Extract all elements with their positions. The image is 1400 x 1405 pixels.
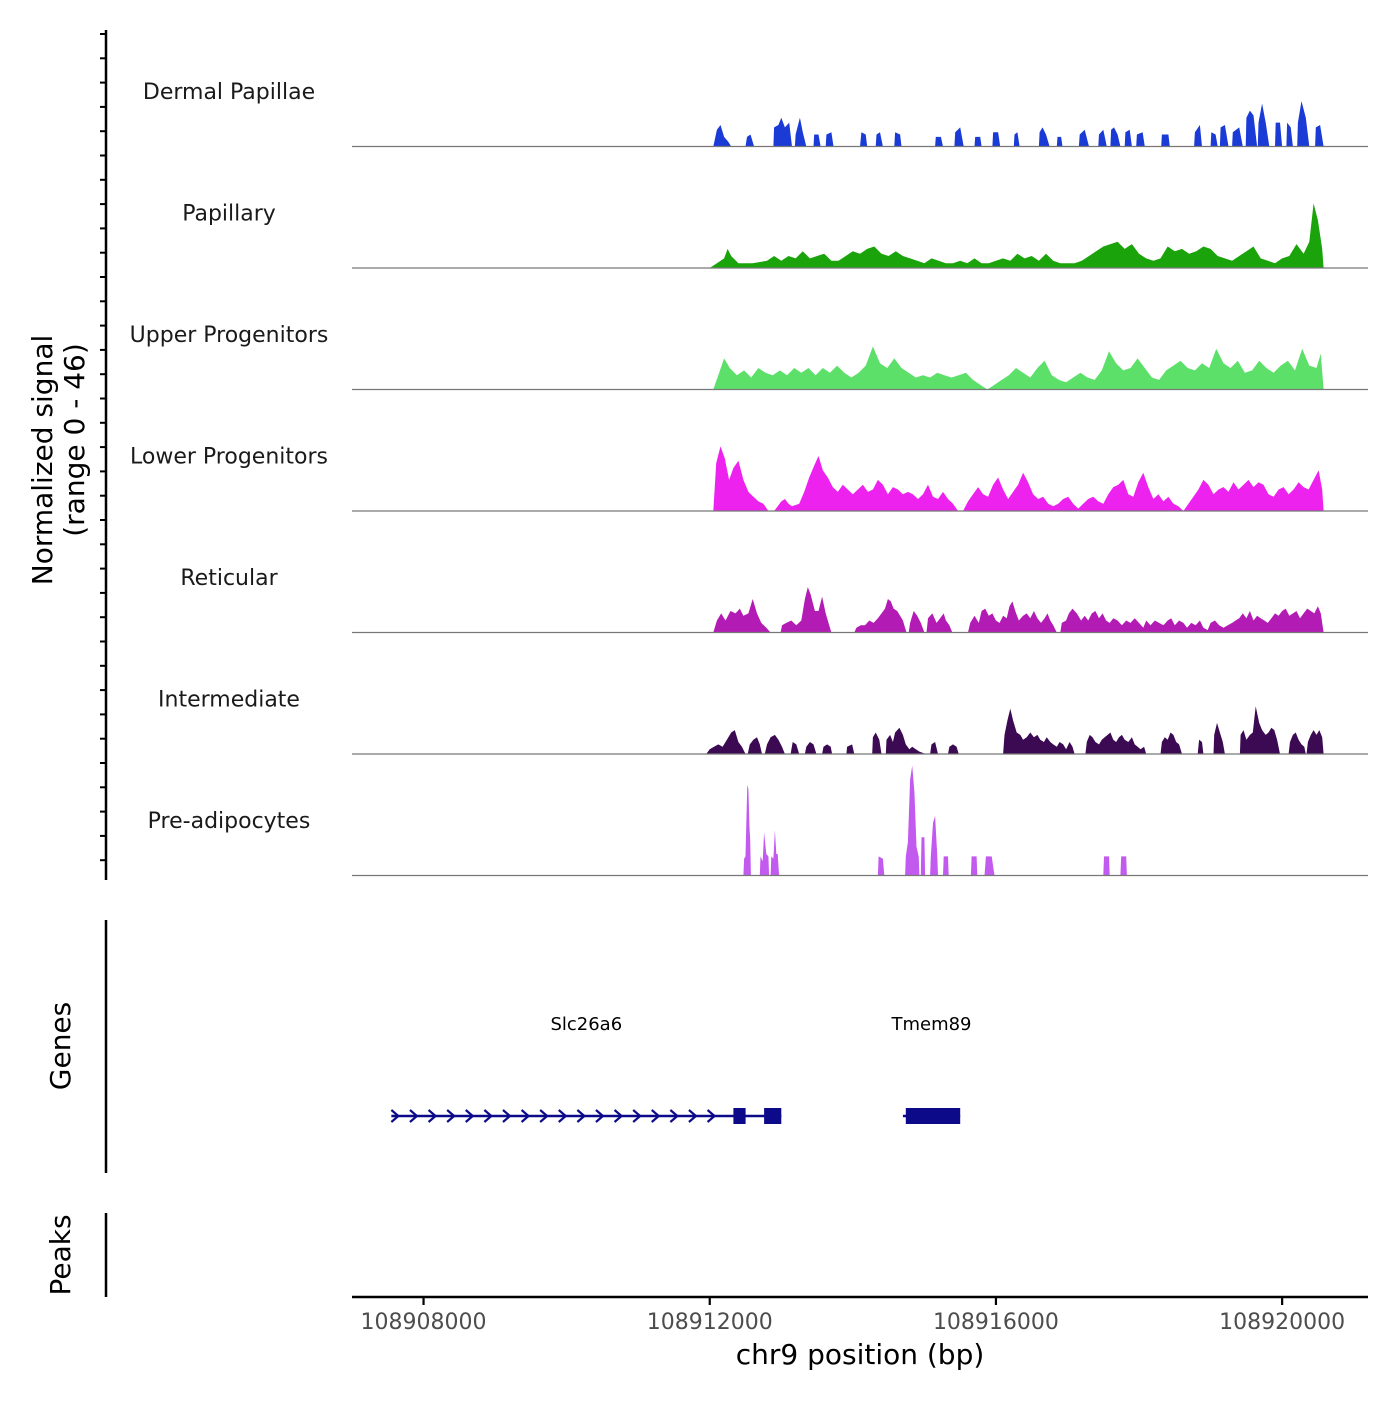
strand-chevron: [632, 1109, 642, 1123]
gene-label-slc26a6: Slc26a6: [550, 1014, 622, 1035]
coverage-area-4: [713, 587, 1324, 633]
x-tick-label: 108908000: [361, 1310, 487, 1335]
exon-slc26a6-1: [764, 1108, 782, 1124]
strand-chevron: [576, 1109, 587, 1123]
strand-chevron: [669, 1109, 680, 1123]
coverage-area-6: [743, 765, 1127, 876]
track-label-6: Pre-adipocytes: [148, 809, 311, 834]
strand-chevron: [651, 1109, 661, 1123]
track-label-1: Papillary: [182, 202, 276, 227]
strand-chevron: [465, 1109, 475, 1123]
strand-chevron: [502, 1109, 512, 1123]
coverage-area-1: [709, 203, 1324, 268]
gene-label-tmem89: Tmem89: [890, 1014, 971, 1035]
coverage-area-3: [713, 446, 1324, 511]
x-tick-label: 108916000: [933, 1310, 1059, 1335]
strand-chevron: [558, 1109, 568, 1123]
track-label-0: Dermal Papillae: [143, 80, 315, 105]
peaks-track-title: Peaks: [44, 1214, 77, 1295]
strand-chevron: [706, 1109, 717, 1123]
y-axis-range-label: (range 0 - 46): [58, 343, 91, 537]
strand-chevron: [390, 1109, 401, 1123]
strand-chevron: [613, 1109, 624, 1123]
genes-track-title: Genes: [44, 1002, 77, 1090]
track-label-5: Intermediate: [158, 688, 300, 713]
track-label-3: Lower Progenitors: [130, 445, 328, 470]
strand-chevron: [595, 1109, 605, 1123]
coverage-area-5: [706, 706, 1324, 754]
y-axis-title: Normalized signal: [26, 335, 59, 586]
track-label-2: Upper Progenitors: [130, 323, 329, 348]
track-label-4: Reticular: [180, 566, 278, 591]
strand-chevron: [446, 1109, 456, 1123]
x-tick-label: 108912000: [647, 1310, 773, 1335]
coverage-area-0: [713, 101, 1324, 147]
strand-chevron: [539, 1109, 549, 1123]
strand-chevron: [427, 1109, 438, 1123]
x-tick-label: 108920000: [1219, 1310, 1345, 1335]
x-axis-title: chr9 position (bp): [736, 1338, 985, 1371]
exon-slc26a6-0: [733, 1108, 746, 1124]
strand-chevron: [520, 1109, 531, 1123]
strand-chevron: [409, 1109, 419, 1123]
coverage-area-2: [713, 346, 1324, 390]
strand-chevron: [483, 1109, 494, 1123]
exon-tmem89-0: [905, 1108, 961, 1124]
strand-chevron: [688, 1109, 698, 1123]
